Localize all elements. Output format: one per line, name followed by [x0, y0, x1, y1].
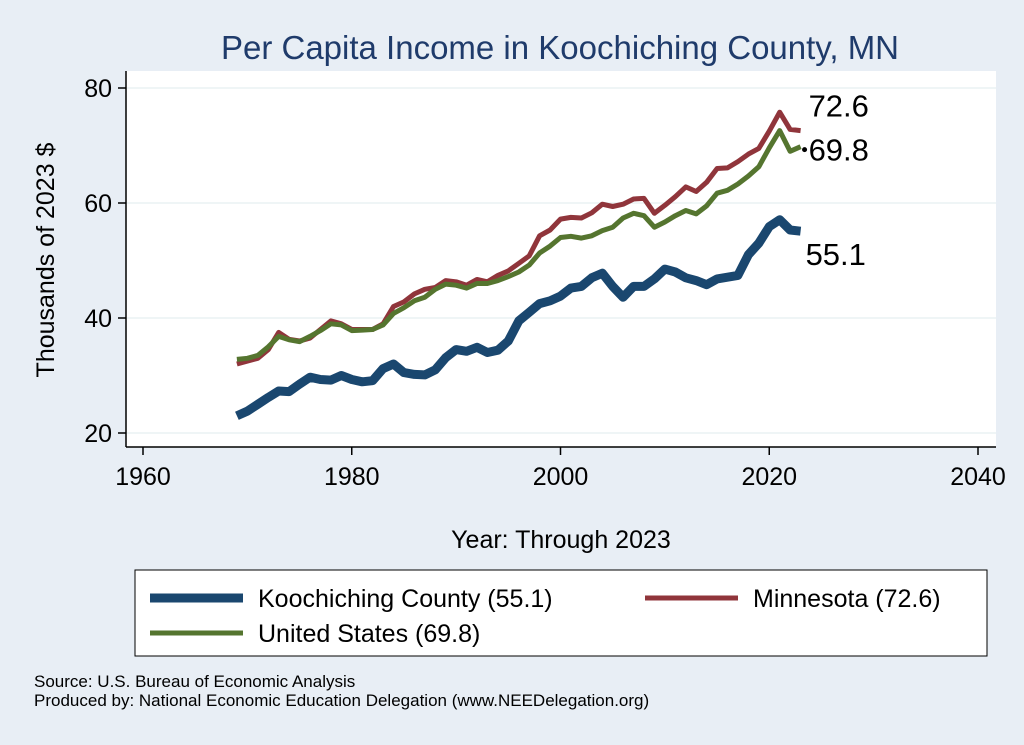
series-line-1 [236, 109, 801, 367]
legend-box [134, 569, 988, 657]
y-axis-title: Thousands of 2023 $ [32, 142, 60, 377]
y-tick-label: 80 [84, 75, 112, 103]
x-tick-label: 2020 [741, 463, 797, 491]
end-labels: 55.1 72.6 69.8 [802, 89, 869, 272]
gridlines [126, 87, 996, 434]
end-label-1: 72.6 [809, 89, 869, 124]
plot-area [126, 71, 996, 447]
producer-note: Produced by: National Economic Education… [34, 691, 650, 710]
y-tick-label: 40 [84, 305, 112, 333]
end-label-2: 69.8 [809, 133, 869, 168]
end-label-0: 55.1 [806, 237, 866, 272]
legend-label-0: Koochiching County (55.1) [258, 585, 553, 613]
series-lines [235, 109, 802, 420]
legend-label-1: Minnesota (72.6) [753, 585, 941, 613]
y-tick-label: 60 [84, 190, 112, 218]
series-line-0 [235, 215, 802, 420]
y-tick-label: 20 [84, 420, 112, 448]
x-axis-title: Year: Through 2023 [451, 526, 671, 554]
end-label-marker [802, 147, 808, 153]
series-line-2 [236, 128, 802, 362]
chart-title: Per Capita Income in Koochiching County,… [221, 29, 899, 66]
axes [118, 71, 996, 455]
x-tick-label: 2000 [533, 463, 589, 491]
x-tick-label: 1960 [115, 463, 171, 491]
legend-label-2: United States (69.8) [258, 620, 480, 648]
x-tick-label: 1980 [324, 463, 380, 491]
source-note: Source: U.S. Bureau of Economic Analysis [34, 672, 356, 691]
legend: Koochiching County (55.1) Minnesota (72.6… [150, 585, 941, 648]
x-tick-label: 2040 [950, 463, 1006, 491]
